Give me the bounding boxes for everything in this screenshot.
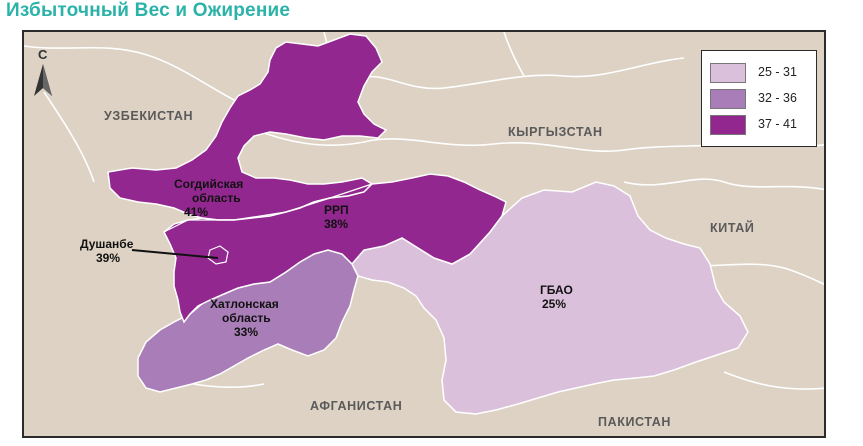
country-label-uzbekistan: УЗБЕКИСТАН [104,109,193,123]
north-arrow-icon: С [34,47,52,96]
region-divider [163,183,373,233]
rrp-name: РРП [324,203,349,217]
page-title: Избыточный Вес и Ожирение [6,0,291,21]
map-svg: С УЗБЕКИСТАН КЫРГЫЗСТАН КИТАЙ АФГАНИСТАН… [24,32,824,436]
khatlon-value: 33% [234,325,258,339]
legend-label: 25 - 31 [758,65,797,79]
north-label: С [38,47,48,62]
country-label-china: КИТАЙ [710,220,754,235]
legend-item: 25 - 31 [710,63,810,83]
khatlon-name-line2: область [222,311,271,325]
legend-swatch [710,63,746,83]
country-label-afghanistan: АФГАНИСТАН [310,399,402,413]
country-label-pakistan: ПАКИСТАН [598,415,671,429]
khatlon-name-line1: Хатлонская [210,297,279,311]
label-gbao: ГБАО 25% [540,283,573,311]
label-rrp: РРП 38% [324,203,349,231]
gbao-value: 25% [542,297,566,311]
legend-swatch [710,115,746,135]
legend: 25 - 31 32 - 36 37 - 41 [701,50,817,147]
dushanbe-pointer [131,249,219,259]
legend-swatch [710,89,746,109]
legend-item: 37 - 41 [710,115,810,135]
label-sogd: Согдийская область 41% [174,177,243,219]
dushanbe-value: 39% [96,251,120,265]
dushanbe-name: Душанбе [80,237,134,251]
sogd-name-line2: область [192,191,241,205]
sogd-value: 41% [184,205,208,219]
legend-item: 32 - 36 [710,89,810,109]
label-dushanbe: Душанбе 39% [80,237,219,265]
legend-label: 37 - 41 [758,117,797,131]
label-khatlon: Хатлонская область 33% [210,297,279,339]
country-label-kyrgyzstan: КЫРГЫЗСТАН [508,125,603,139]
legend-label: 32 - 36 [758,91,797,105]
map-frame: С УЗБЕКИСТАН КЫРГЫЗСТАН КИТАЙ АФГАНИСТАН… [22,30,826,438]
rrp-value: 38% [324,217,348,231]
sogd-name-line1: Согдийская [174,177,243,191]
gbao-name: ГБАО [540,283,573,297]
